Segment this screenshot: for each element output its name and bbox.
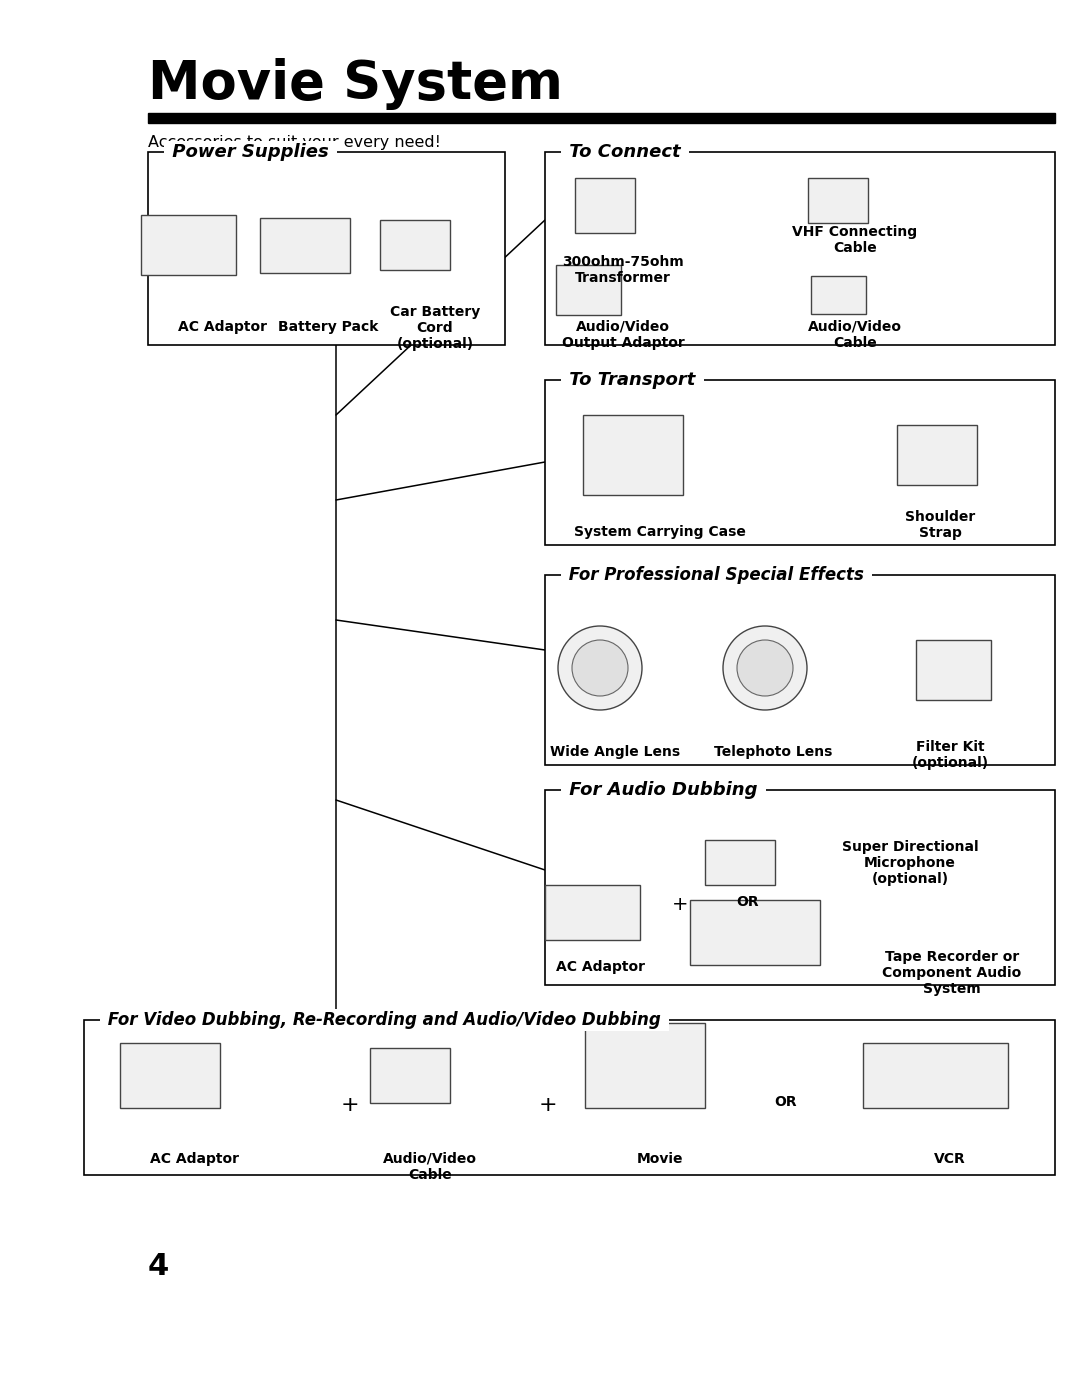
Text: Car Battery
Cord
(optional): Car Battery Cord (optional) bbox=[390, 305, 481, 351]
Text: AC Adaptor: AC Adaptor bbox=[177, 320, 267, 334]
Circle shape bbox=[737, 640, 793, 696]
Bar bbox=[260, 218, 350, 273]
Text: For Video Dubbing, Re-Recording and Audio/Video Dubbing: For Video Dubbing, Re-Recording and Audi… bbox=[102, 1011, 666, 1029]
Text: OR: OR bbox=[737, 895, 759, 909]
Bar bbox=[705, 840, 775, 885]
Text: Telephoto Lens: Telephoto Lens bbox=[714, 745, 833, 759]
Circle shape bbox=[572, 640, 627, 696]
Text: Wide Angle Lens: Wide Angle Lens bbox=[550, 745, 680, 759]
Bar bbox=[863, 1043, 1008, 1109]
Bar bbox=[808, 178, 868, 224]
Text: For Audio Dubbing: For Audio Dubbing bbox=[563, 781, 764, 800]
Bar bbox=[545, 380, 1055, 545]
Bar bbox=[545, 790, 1055, 986]
Bar bbox=[148, 113, 1055, 123]
Text: +: + bbox=[672, 895, 688, 914]
Text: Audio/Video
Output Adaptor: Audio/Video Output Adaptor bbox=[562, 320, 685, 351]
Bar bbox=[120, 1043, 220, 1109]
Bar bbox=[148, 152, 505, 345]
Bar bbox=[575, 178, 635, 233]
Text: 4: 4 bbox=[148, 1253, 170, 1281]
Bar bbox=[141, 215, 237, 275]
Text: OR: OR bbox=[774, 1095, 797, 1109]
Bar bbox=[380, 219, 450, 270]
Bar bbox=[916, 640, 991, 700]
Text: Movie: Movie bbox=[637, 1152, 684, 1166]
Text: VHF Connecting
Cable: VHF Connecting Cable bbox=[793, 225, 918, 256]
Text: 300ohm-75ohm
Transformer: 300ohm-75ohm Transformer bbox=[562, 254, 684, 285]
Text: Super Directional
Microphone
(optional): Super Directional Microphone (optional) bbox=[841, 840, 978, 886]
Bar bbox=[545, 152, 1055, 345]
Text: For Professional Special Effects: For Professional Special Effects bbox=[563, 566, 869, 584]
Text: Audio/Video
Cable: Audio/Video Cable bbox=[808, 320, 902, 351]
Circle shape bbox=[558, 626, 642, 710]
Text: Movie System: Movie System bbox=[148, 57, 563, 110]
Text: +: + bbox=[340, 1095, 360, 1116]
Bar bbox=[583, 415, 683, 495]
Text: VCR: VCR bbox=[934, 1152, 966, 1166]
Text: Filter Kit
(optional): Filter Kit (optional) bbox=[912, 740, 988, 770]
Text: Audio/Video
Cable: Audio/Video Cable bbox=[383, 1152, 477, 1183]
Bar bbox=[556, 266, 621, 315]
Bar bbox=[811, 275, 866, 315]
Bar bbox=[585, 1023, 705, 1109]
Text: Shoulder
Strap: Shoulder Strap bbox=[905, 510, 975, 540]
Text: Battery Pack: Battery Pack bbox=[278, 320, 378, 334]
Text: Accessories to suit your every need!: Accessories to suit your every need! bbox=[148, 136, 441, 150]
Bar bbox=[897, 425, 977, 485]
Text: System Carrying Case: System Carrying Case bbox=[575, 526, 746, 540]
Text: To Connect: To Connect bbox=[563, 143, 687, 161]
Bar bbox=[545, 885, 640, 939]
Text: AC Adaptor: AC Adaptor bbox=[555, 960, 645, 974]
Circle shape bbox=[723, 626, 807, 710]
Bar bbox=[84, 1021, 1055, 1174]
Text: AC Adaptor: AC Adaptor bbox=[150, 1152, 240, 1166]
Bar bbox=[545, 575, 1055, 765]
Bar bbox=[690, 900, 820, 965]
Text: Power Supplies: Power Supplies bbox=[166, 143, 335, 161]
Text: +: + bbox=[539, 1095, 557, 1116]
Text: Tape Recorder or
Component Audio
System: Tape Recorder or Component Audio System bbox=[882, 951, 1022, 997]
Text: To Transport: To Transport bbox=[563, 370, 702, 389]
Bar bbox=[370, 1048, 450, 1103]
